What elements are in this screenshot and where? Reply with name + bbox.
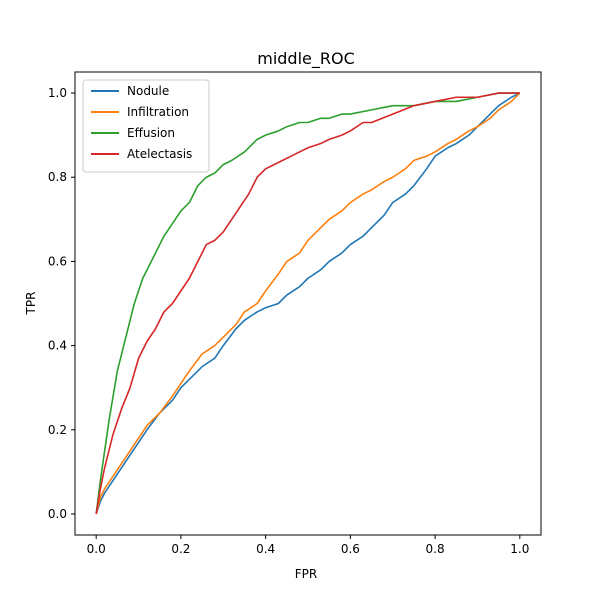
legend-box	[82, 79, 210, 173]
y-tick-label: 0.6	[48, 254, 67, 268]
x-tick-label: 0.2	[171, 542, 190, 556]
legend-label-infiltration: Infiltration	[127, 105, 189, 119]
y-axis-label: TPR	[24, 292, 38, 316]
legend-label-effusion: Effusion	[127, 126, 175, 140]
x-tick-label: 0.6	[341, 542, 360, 556]
y-tick-label: 0.2	[48, 423, 67, 437]
x-tick-label: 0.0	[87, 542, 106, 556]
x-tick-label: 0.4	[256, 542, 275, 556]
axes-frame	[74, 71, 542, 536]
legend-label-atelectasis: Atelectasis	[127, 147, 192, 161]
series-line-effusion	[95, 92, 520, 515]
legend: Nodule Infiltration Effusion Atelectasis	[82, 79, 210, 173]
x-tick-label: 1.0	[510, 542, 529, 556]
series-line-atelectasis	[95, 92, 520, 515]
x-axis-label: FPR	[295, 567, 317, 581]
series-line-infiltration	[95, 92, 521, 515]
y-tick-label: 0.4	[48, 339, 67, 353]
y-tick-label: 0.8	[48, 170, 67, 184]
legend-label-nodule: Nodule	[127, 84, 169, 98]
series-line-nodule	[95, 92, 521, 515]
chart-title: middle_ROC	[257, 49, 355, 69]
x-tick-label: 0.8	[426, 542, 445, 556]
y-tick-label: 0.0	[48, 507, 67, 521]
y-tick-label: 1.0	[48, 86, 67, 100]
plot-area: 0.0 0.2 0.4 0.6 0.8 1.0 0.0 0.2 0.4 0.6 0.8 1.0	[48, 71, 542, 556]
